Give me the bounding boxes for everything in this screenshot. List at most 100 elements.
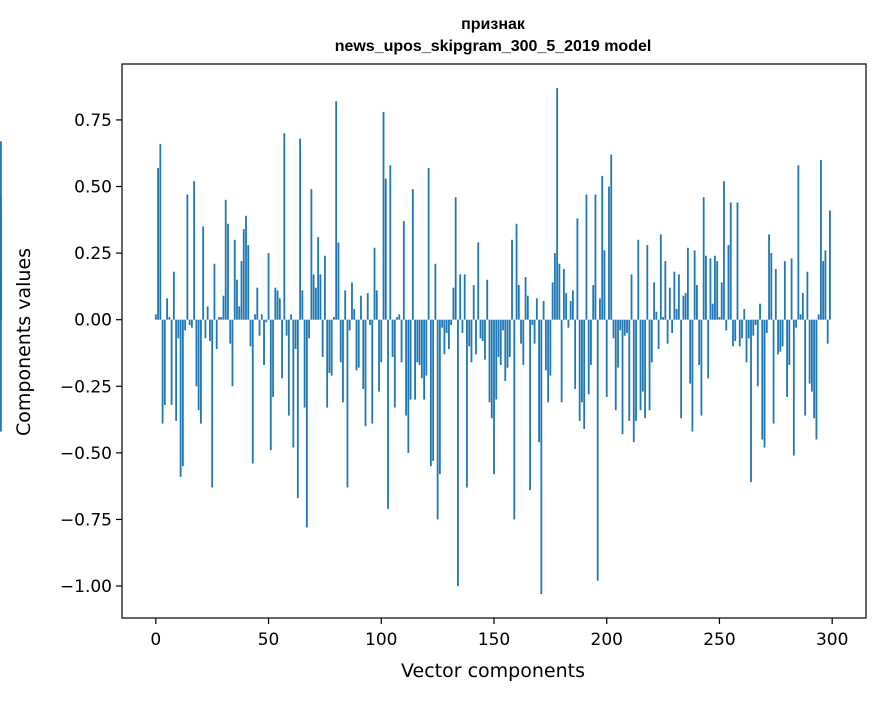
bar xyxy=(691,319,694,432)
bar xyxy=(407,319,410,453)
bar xyxy=(366,293,369,320)
bar xyxy=(538,319,540,443)
x-tick-label: 0 xyxy=(150,630,161,650)
bar xyxy=(822,261,825,320)
plot-area-frame xyxy=(121,63,867,619)
bar xyxy=(556,87,559,320)
bar xyxy=(393,319,396,408)
x-tick-label: 150 xyxy=(478,630,510,650)
bar xyxy=(215,319,218,349)
bar xyxy=(236,279,238,320)
bar xyxy=(459,274,462,320)
bar xyxy=(427,167,430,320)
bar xyxy=(179,319,182,477)
bar xyxy=(504,319,507,381)
bar xyxy=(813,319,816,419)
bar xyxy=(470,319,473,363)
bar xyxy=(200,319,202,424)
bar xyxy=(693,250,696,320)
bar xyxy=(531,319,534,326)
bar xyxy=(452,287,455,320)
bar xyxy=(682,295,685,320)
bar xyxy=(157,167,159,320)
bar xyxy=(786,319,788,397)
bar xyxy=(260,314,263,320)
bar xyxy=(245,215,247,320)
bar xyxy=(781,319,784,347)
bar xyxy=(657,319,660,349)
y-tick-label: 0.00 xyxy=(74,311,112,331)
bar xyxy=(515,223,518,320)
bar xyxy=(788,319,791,365)
bar xyxy=(438,319,441,475)
bar xyxy=(558,263,561,320)
bar xyxy=(741,319,743,339)
bar xyxy=(623,319,626,336)
bar xyxy=(202,226,205,320)
bar xyxy=(346,319,349,488)
bar xyxy=(418,319,421,365)
bar xyxy=(608,186,610,320)
bar xyxy=(732,319,734,347)
bar xyxy=(209,319,211,341)
bar xyxy=(450,319,453,326)
bar xyxy=(799,314,802,320)
bar xyxy=(502,319,504,331)
bar xyxy=(416,319,419,363)
bar xyxy=(382,111,385,320)
bar xyxy=(335,101,338,320)
bar xyxy=(292,319,295,448)
bar xyxy=(296,319,299,499)
bar xyxy=(312,274,315,320)
bar xyxy=(278,298,281,320)
bar xyxy=(810,319,813,392)
bar xyxy=(617,319,619,368)
bar xyxy=(716,261,719,320)
bar xyxy=(324,255,326,320)
bar xyxy=(727,245,730,320)
bar xyxy=(371,319,374,424)
bar xyxy=(808,319,811,384)
bar xyxy=(495,319,498,400)
bar xyxy=(360,295,362,320)
bar xyxy=(461,319,464,334)
bar xyxy=(581,319,583,403)
y-tick-label: −0.25 xyxy=(60,377,112,397)
bar xyxy=(193,181,196,320)
bar xyxy=(400,319,403,363)
bar xyxy=(276,290,279,320)
bar xyxy=(790,258,793,320)
bar xyxy=(409,319,412,400)
bar xyxy=(432,319,435,461)
bar xyxy=(486,279,489,320)
bar xyxy=(181,319,184,467)
bar xyxy=(711,303,714,320)
bar xyxy=(673,271,676,320)
bar xyxy=(542,301,545,320)
bar xyxy=(684,293,687,320)
bar xyxy=(513,319,516,520)
bar xyxy=(166,298,168,320)
bar xyxy=(373,247,376,320)
x-tick-label: 50 xyxy=(258,630,280,650)
bar xyxy=(725,319,728,331)
x-tick-label: 100 xyxy=(365,630,397,650)
bar xyxy=(829,210,831,320)
bar xyxy=(411,189,414,320)
bar xyxy=(628,319,631,421)
bar xyxy=(686,247,689,320)
bar xyxy=(355,319,358,371)
bar xyxy=(650,319,653,363)
bar xyxy=(567,319,570,328)
bar xyxy=(499,319,502,365)
bar xyxy=(644,319,646,419)
bar xyxy=(468,319,471,347)
bar xyxy=(321,319,324,357)
bar xyxy=(175,319,178,421)
bar xyxy=(601,175,604,320)
bar xyxy=(698,319,701,365)
bar xyxy=(648,319,651,411)
bar xyxy=(405,319,407,416)
bar xyxy=(632,319,635,443)
